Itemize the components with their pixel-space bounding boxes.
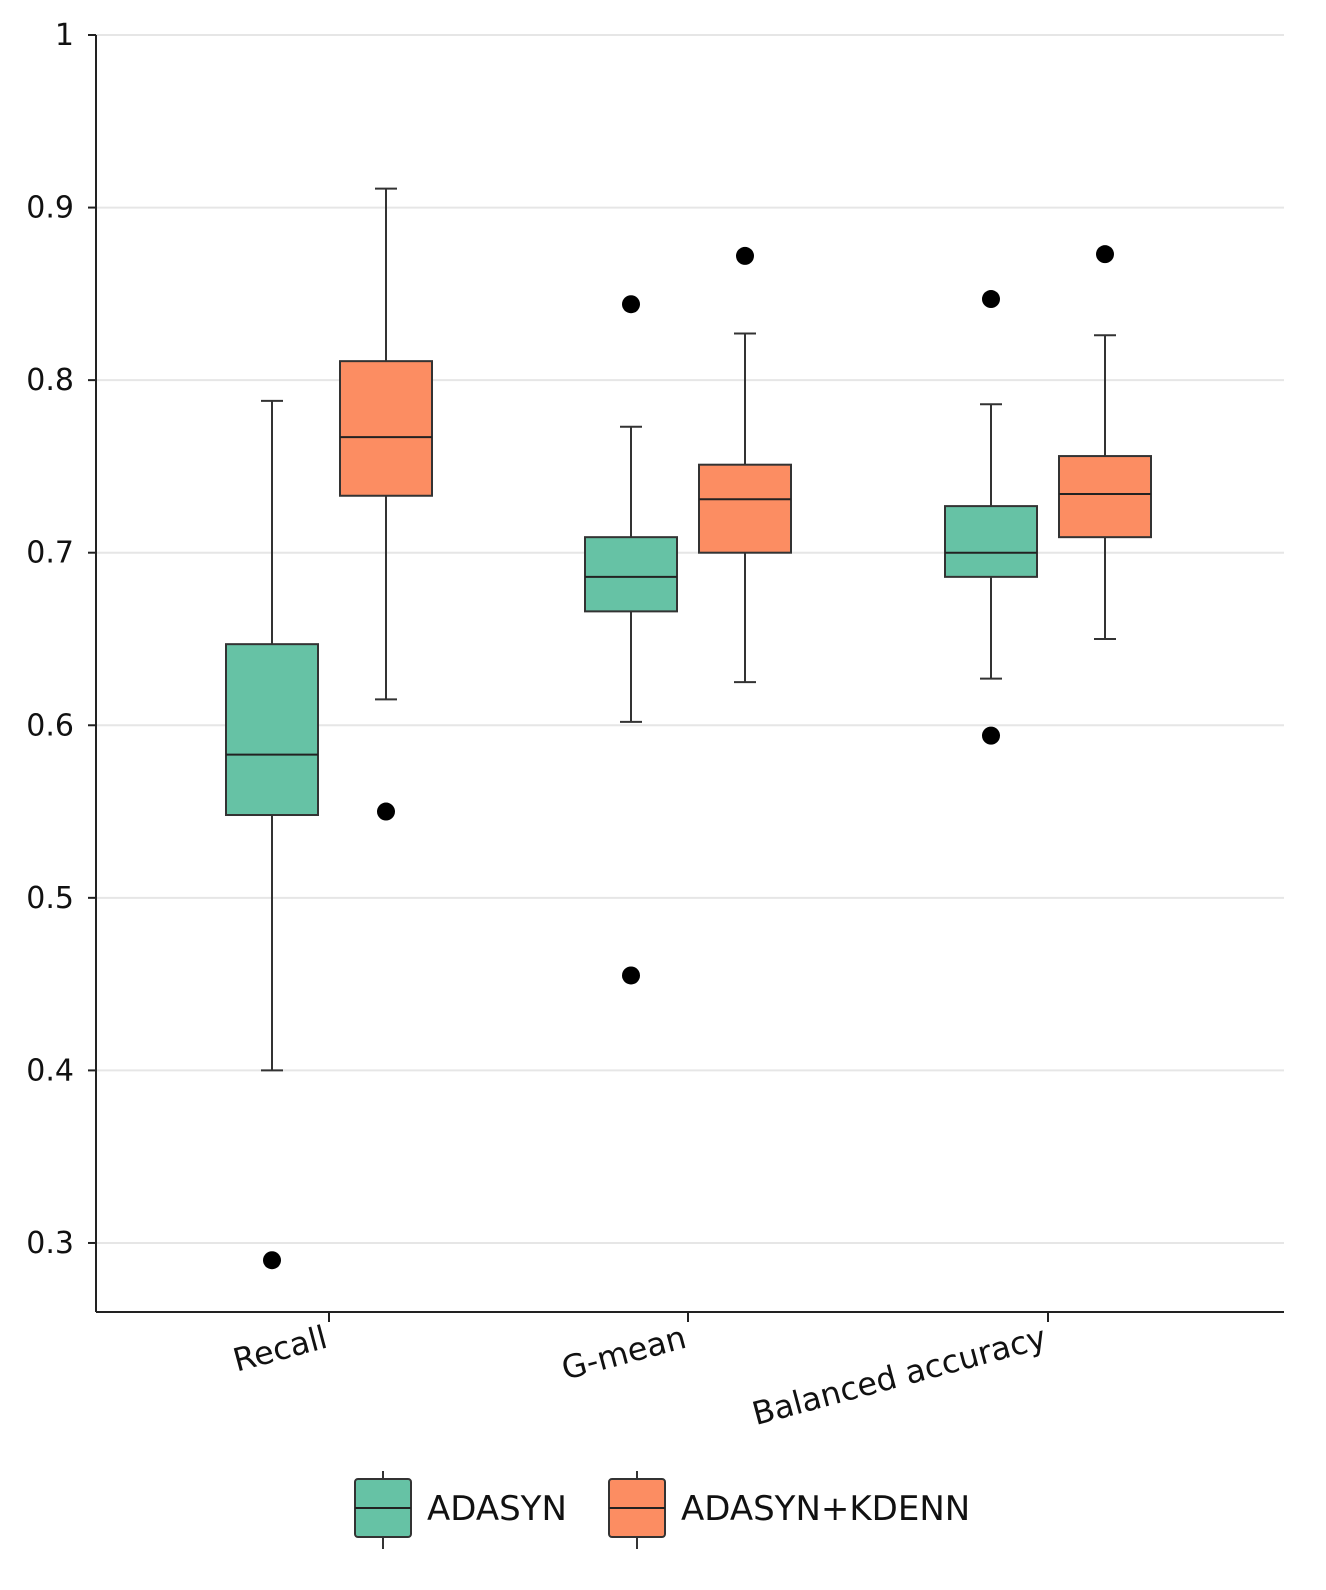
box-adasyn-kdenn-0 [339,187,433,821]
outlier-point [622,295,640,314]
box-adasyn-kdenn-2 [1058,245,1152,640]
outlier-point [622,966,640,985]
legend-item-0: ADASYN [354,1471,567,1549]
boxes [225,187,1152,1270]
legend-label: ADASYN [427,1489,567,1529]
box-iqr [225,643,319,817]
box-adasyn-kdenn-1 [698,246,792,684]
y-tick-label: 0.4 [26,1053,74,1088]
legend-label: ADASYN+KDENN [681,1489,970,1529]
y-tick-label: 0.6 [26,708,74,743]
y-tick-label: 0.5 [26,881,74,916]
outlier-point [377,802,395,821]
outlier-point [982,290,1000,309]
y-tick-label: 1 [55,18,74,53]
legend-item-1: ADASYN+KDENN [608,1471,970,1549]
box-adasyn-0 [225,399,319,1270]
box-iqr [698,463,792,554]
outlier-point [736,246,754,265]
legend: ADASYN ADASYN+KDENN [354,1471,970,1549]
outlier-point [1096,245,1114,264]
y-tick-label: 0.9 [26,191,74,226]
y-tick-label: 0.7 [26,536,74,571]
box-adasyn-1 [584,295,678,985]
box-adasyn-2 [944,290,1038,745]
category-label: Recall [229,1318,331,1379]
axes: 0.3 0.4 0.5 0.6 0.7 0.8 0.9 1 [26,18,1284,1322]
category-label: Balanced accuracy [748,1318,1050,1433]
box-iqr [584,536,678,613]
box-iqr [944,505,1038,578]
y-tick-label: 0.8 [26,363,74,398]
y-tick-label: 0.3 [26,1226,74,1261]
outlier-point [982,726,1000,745]
outlier-point [263,1251,281,1270]
category-labels: Recall G-mean Balanced accuracy [229,1318,1050,1433]
category-label: G-mean [557,1318,690,1388]
box-iqr [1058,455,1152,539]
box-iqr [339,360,433,497]
